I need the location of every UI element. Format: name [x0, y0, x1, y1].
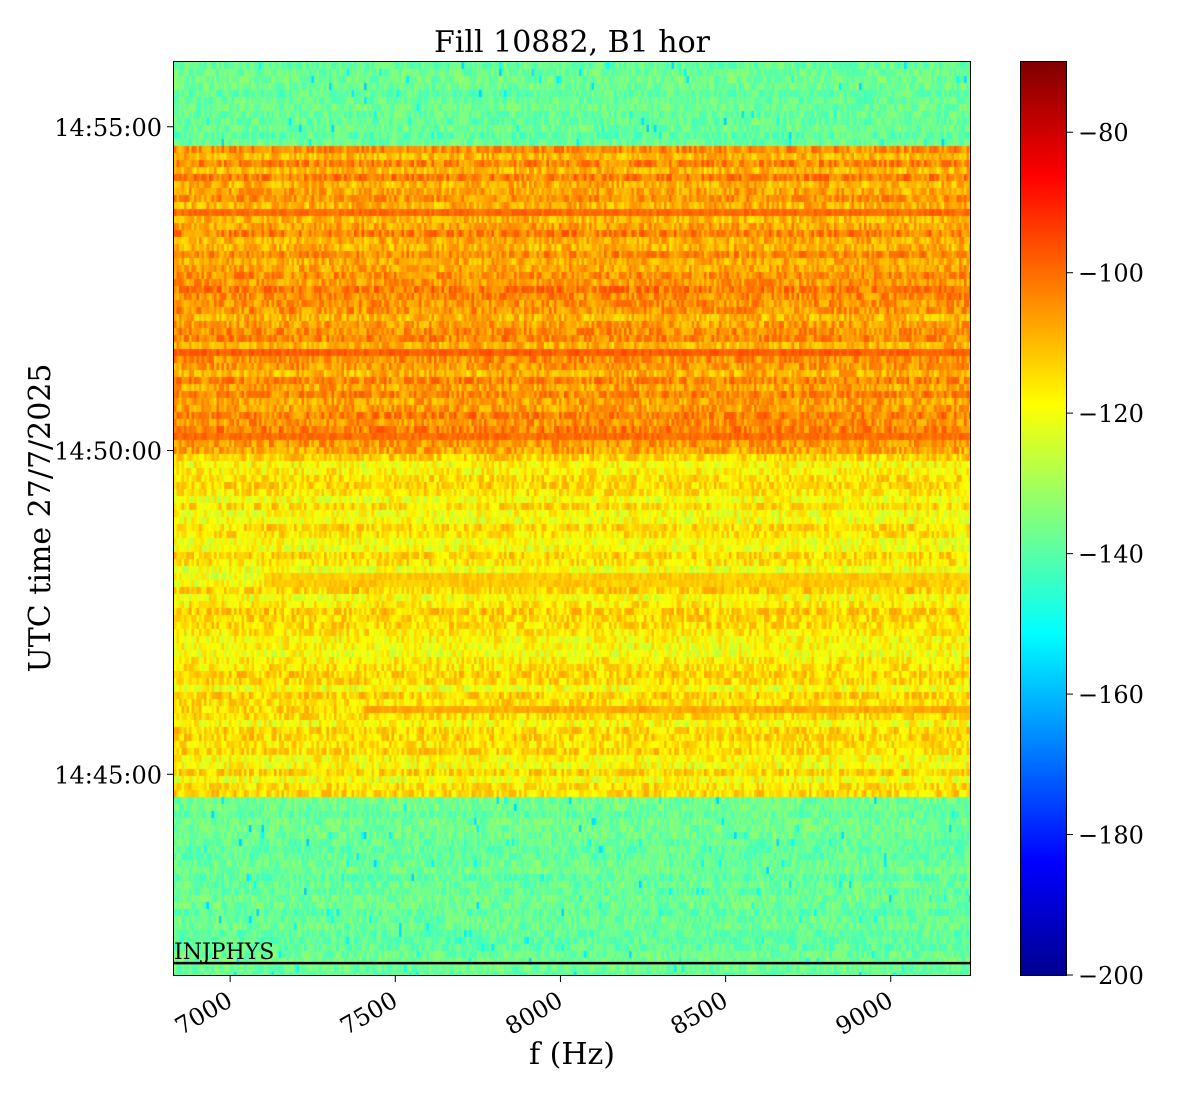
colorbar-tick-label: −120 [1078, 400, 1144, 428]
injphys-annotation: INJPHYS [174, 940, 274, 965]
x-axis: 7000 7500 8000 8500 9000 [170, 975, 898, 1041]
colorbar-tick-label: −200 [1078, 962, 1144, 990]
colorbar [1020, 61, 1067, 976]
colorbar-tick-label: −140 [1078, 541, 1144, 569]
plot-frame [173, 61, 971, 976]
spectrogram-heatmap [174, 62, 970, 975]
colorbar-tick-label: −80 [1078, 119, 1129, 147]
y-tick-label: 14:55:00 [54, 114, 162, 142]
x-tick-label: 9000 [831, 986, 898, 1041]
colorbar-tick-label: −160 [1078, 681, 1144, 709]
x-tick-label: 7000 [170, 986, 237, 1041]
x-tick-label: 7500 [335, 986, 402, 1041]
y-tick-label: 14:45:00 [54, 761, 162, 789]
y-axis-label: UTC time 27/7/2025 [23, 364, 58, 673]
colorbar-tick-label: −180 [1078, 822, 1144, 850]
x-tick-label: 8000 [501, 986, 568, 1041]
x-tick-label: 8500 [666, 986, 733, 1041]
y-tick-label: 14:50:00 [54, 438, 162, 466]
heatmap-cells [174, 62, 970, 975]
y-axis: 14:45:00 14:50:00 14:55:00 [54, 114, 174, 789]
chart-title: Fill 10882, B1 hor [434, 25, 711, 60]
colorbar-axis: −80 −100 −120 −140 −160 −180 −200 [1066, 119, 1144, 990]
x-axis-label: f (Hz) [529, 1037, 615, 1072]
colorbar-tick-label: −100 [1078, 260, 1144, 288]
